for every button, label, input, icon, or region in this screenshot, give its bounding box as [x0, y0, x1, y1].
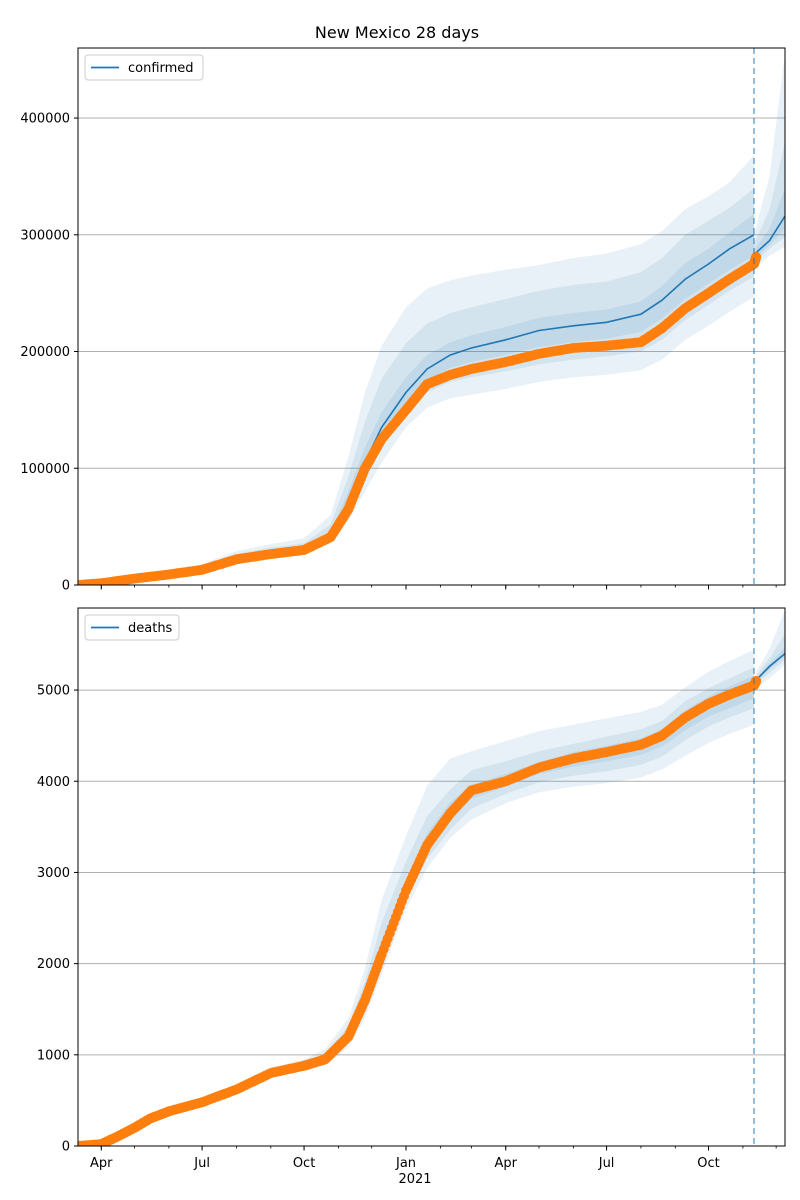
y-tick-label: 100000 — [20, 462, 70, 477]
legend-label: confirmed — [128, 61, 194, 76]
plot-frame — [77, 47, 786, 586]
x-year-label: 2021 — [398, 1172, 431, 1187]
plot-area — [78, 609, 785, 1146]
x-tick-label: Apr — [90, 1156, 113, 1171]
confidence-band — [168, 649, 754, 1112]
forecast-band — [756, 609, 785, 689]
legend-box — [84, 54, 204, 81]
legend: deaths — [84, 614, 180, 641]
y-tick-label: 4000 — [37, 775, 70, 790]
forecast-line — [755, 652, 785, 681]
observed-point — [751, 675, 762, 686]
x-tick-label: Oct — [697, 1156, 719, 1171]
y-tick-label: 5000 — [37, 684, 70, 699]
forecast-band — [754, 53, 785, 270]
x-tick-label: Apr — [494, 1156, 517, 1171]
plot-frame — [77, 607, 786, 1147]
legend-box — [84, 614, 180, 641]
y-tick-label: 0 — [62, 1140, 70, 1155]
y-tick-label: 3000 — [37, 866, 70, 881]
y-tick-label: 2000 — [37, 957, 70, 972]
x-tick-label: Jul — [598, 1156, 615, 1171]
y-tick-label: 1000 — [37, 1048, 70, 1063]
forecast-line — [753, 215, 785, 256]
forecast-band — [754, 141, 785, 263]
forecast-band — [754, 188, 785, 260]
confirmed-panel: 0 100000 200000 300000 400000 confirmed — [20, 47, 786, 594]
observed-point — [751, 252, 762, 262]
deaths-panel: 0 1000 2000 3000 4000 5000 Apr Jul Oct Jan Apr Jul O… — [37, 607, 786, 1171]
y-tick-label: 300000 — [20, 228, 70, 243]
y-tick-label: 200000 — [20, 345, 70, 360]
chart-title: New Mexico 28 days — [315, 23, 479, 42]
legend-label: deaths — [128, 621, 173, 636]
y-tick-label: 400000 — [20, 112, 70, 127]
legend: confirmed — [84, 54, 204, 81]
confidence-band — [78, 155, 754, 585]
y-tick-label: 0 — [62, 579, 70, 594]
confidence-band — [168, 675, 754, 1112]
x-tick-label: Jan — [395, 1156, 416, 1171]
confidence-band — [78, 188, 754, 585]
plot-area — [78, 53, 785, 585]
x-tick-label: Oct — [293, 1156, 315, 1171]
x-tick-label: Jul — [193, 1156, 210, 1171]
